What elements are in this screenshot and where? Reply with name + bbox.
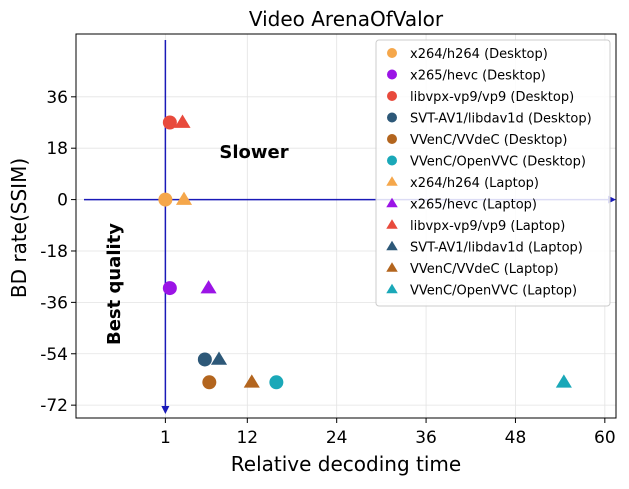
- data-point: [269, 375, 284, 390]
- y-tick-label: -54: [40, 345, 68, 365]
- x-tick-label: 12: [236, 428, 258, 448]
- annotation-slower: Slower: [219, 142, 288, 163]
- legend-label: libvpx-vp9/vp9 (Desktop): [410, 90, 574, 105]
- legend-label: SVT-AV1/libdav1d (Desktop): [410, 112, 592, 127]
- legend-label: VVenC/VVdeC (Laptop): [410, 262, 559, 277]
- plot-frame: [75, 33, 617, 419]
- legend-label: libvpx-vp9/vp9 (Laptop): [410, 219, 565, 234]
- legend-label: VVenC/OpenVVC (Desktop): [410, 155, 586, 170]
- legend-label: x264/h264 (Desktop): [410, 47, 548, 62]
- data-points: [158, 114, 572, 390]
- data-point: [175, 191, 193, 205]
- y-tick-label: 36: [46, 88, 68, 108]
- legend-marker: [386, 262, 398, 272]
- legend-label: x265/hevc (Laptop): [410, 198, 537, 213]
- annotation-best-quality: Best quality: [104, 223, 125, 345]
- data-point: [243, 374, 260, 388]
- legend-marker: [387, 48, 397, 58]
- legend-marker: [387, 112, 397, 123]
- y-tick-label: -18: [40, 242, 68, 262]
- y-axis-label: BD rate(SSIM): [7, 158, 31, 298]
- x-tick-label: 36: [415, 428, 437, 448]
- x-tick-label: 1: [160, 428, 171, 448]
- data-point: [200, 280, 217, 294]
- legend-marker: [387, 91, 397, 101]
- axis-ticks: 1 12 24 36 48 60 36 18 0 -18 -36 -54 -72: [40, 88, 615, 448]
- legend-box: [375, 39, 611, 307]
- legend-marker: [387, 69, 397, 80]
- legend-label: VVenC/OpenVVC (Laptop): [410, 284, 577, 299]
- data-point: [162, 115, 177, 130]
- legend-marker: [386, 240, 398, 251]
- data-point: [158, 192, 173, 207]
- x-tick-label: 48: [505, 428, 527, 448]
- legend-marker: [387, 155, 397, 166]
- legend-marker: [386, 197, 398, 208]
- legend-marker: [386, 283, 398, 294]
- y-tick-label: -36: [40, 293, 68, 313]
- y-tick-label: 0: [57, 191, 68, 211]
- legend-marker: [386, 219, 398, 229]
- data-point: [210, 351, 228, 365]
- legend-marker: [387, 134, 397, 144]
- data-point: [555, 374, 572, 388]
- legend: x264/h264 (Desktop) x265/hevc (Desktop) li…: [375, 39, 611, 307]
- x-tick-label: 24: [326, 428, 348, 448]
- legend-label: x265/hevc (Desktop): [410, 69, 546, 84]
- data-point: [174, 114, 191, 128]
- x-axis-label: Relative decoding time: [231, 452, 461, 476]
- legend-label: VVenC/VVdeC (Desktop): [410, 133, 567, 148]
- legend-marker: [386, 176, 398, 186]
- x-tick-label: 60: [594, 428, 616, 448]
- data-point: [202, 375, 217, 390]
- chart-title: Video ArenaOfValor: [249, 7, 444, 31]
- legend-label: SVT-AV1/libdav1d (Laptop): [410, 241, 583, 256]
- y-tick-label: 18: [46, 139, 68, 159]
- data-point: [162, 281, 177, 296]
- legend-label: x264/h264 (Laptop): [410, 176, 539, 191]
- y-tick-label: -72: [40, 396, 68, 416]
- data-point: [197, 352, 212, 367]
